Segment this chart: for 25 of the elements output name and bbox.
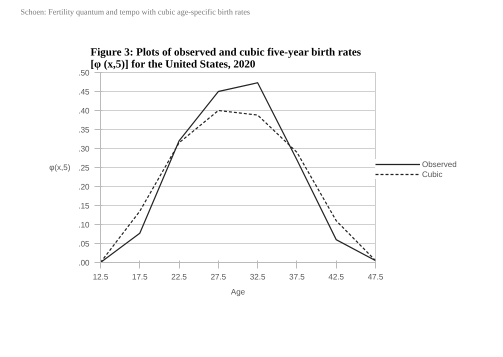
y-tick-label: .40 xyxy=(78,106,90,116)
text: Observed xyxy=(422,159,457,169)
y-tick-label: .15 xyxy=(78,202,90,210)
y-tick-label: .20 xyxy=(78,182,90,192)
chart-title: Figure 3: Plots of observed and cubic five-year birth rates [φ (x,5)] for the United States, 2020 xyxy=(90,46,362,70)
text: Schoen: Fertility quantum and tempo with cubic age-specific birth rates xyxy=(20,8,250,16)
y-tick-label: .35 xyxy=(78,126,90,134)
y-axis-title: φ(x,5) xyxy=(49,163,71,172)
x-tick-label: 47.5 xyxy=(368,272,384,282)
x-tick-label: 42.5 xyxy=(328,272,345,282)
x-tick-label: 27.5 xyxy=(210,272,227,282)
y-tick-label: .00 xyxy=(78,258,90,268)
x-tick-label: 17.5 xyxy=(132,272,148,282)
y-tick-label: .05 xyxy=(78,240,90,248)
y-tick-label: .30 xyxy=(78,144,90,154)
x-tick-label: 37.5 xyxy=(289,272,306,282)
x-tick-label: 32.5 xyxy=(250,272,266,282)
y-tick-label: .25 xyxy=(78,164,90,172)
y-tick-label: .10 xyxy=(78,220,90,230)
x-tick-label: 12.5 xyxy=(92,272,109,282)
text: Cubic xyxy=(422,169,442,179)
x-axis-title: Age xyxy=(230,288,246,296)
y-tick-label: .45 xyxy=(78,88,90,96)
y-tick-label: .50 xyxy=(78,68,90,78)
x-tick-label: 22.5 xyxy=(171,272,188,282)
